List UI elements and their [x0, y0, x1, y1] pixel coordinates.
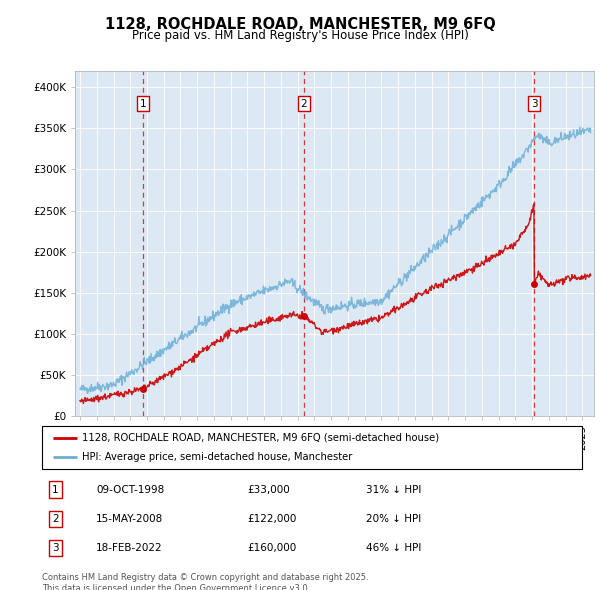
Text: £160,000: £160,000	[247, 543, 296, 553]
Text: 31% ↓ HPI: 31% ↓ HPI	[366, 484, 421, 494]
Text: 09-OCT-1998: 09-OCT-1998	[96, 484, 164, 494]
Text: 3: 3	[52, 543, 59, 553]
Text: 1: 1	[140, 99, 146, 109]
Text: 15-MAY-2008: 15-MAY-2008	[96, 514, 163, 524]
Text: 2: 2	[52, 514, 59, 524]
Text: £122,000: £122,000	[247, 514, 296, 524]
Text: 20% ↓ HPI: 20% ↓ HPI	[366, 514, 421, 524]
Text: 18-FEB-2022: 18-FEB-2022	[96, 543, 163, 553]
Text: 1: 1	[52, 484, 59, 494]
Text: 1128, ROCHDALE ROAD, MANCHESTER, M9 6FQ: 1128, ROCHDALE ROAD, MANCHESTER, M9 6FQ	[104, 17, 496, 31]
Text: 2: 2	[301, 99, 307, 109]
Text: Price paid vs. HM Land Registry's House Price Index (HPI): Price paid vs. HM Land Registry's House …	[131, 30, 469, 42]
Text: HPI: Average price, semi-detached house, Manchester: HPI: Average price, semi-detached house,…	[83, 453, 353, 463]
Text: 1128, ROCHDALE ROAD, MANCHESTER, M9 6FQ (semi-detached house): 1128, ROCHDALE ROAD, MANCHESTER, M9 6FQ …	[83, 432, 440, 442]
Text: £33,000: £33,000	[247, 484, 290, 494]
Text: 3: 3	[531, 99, 538, 109]
Text: Contains HM Land Registry data © Crown copyright and database right 2025.
This d: Contains HM Land Registry data © Crown c…	[42, 573, 368, 590]
Text: 46% ↓ HPI: 46% ↓ HPI	[366, 543, 421, 553]
